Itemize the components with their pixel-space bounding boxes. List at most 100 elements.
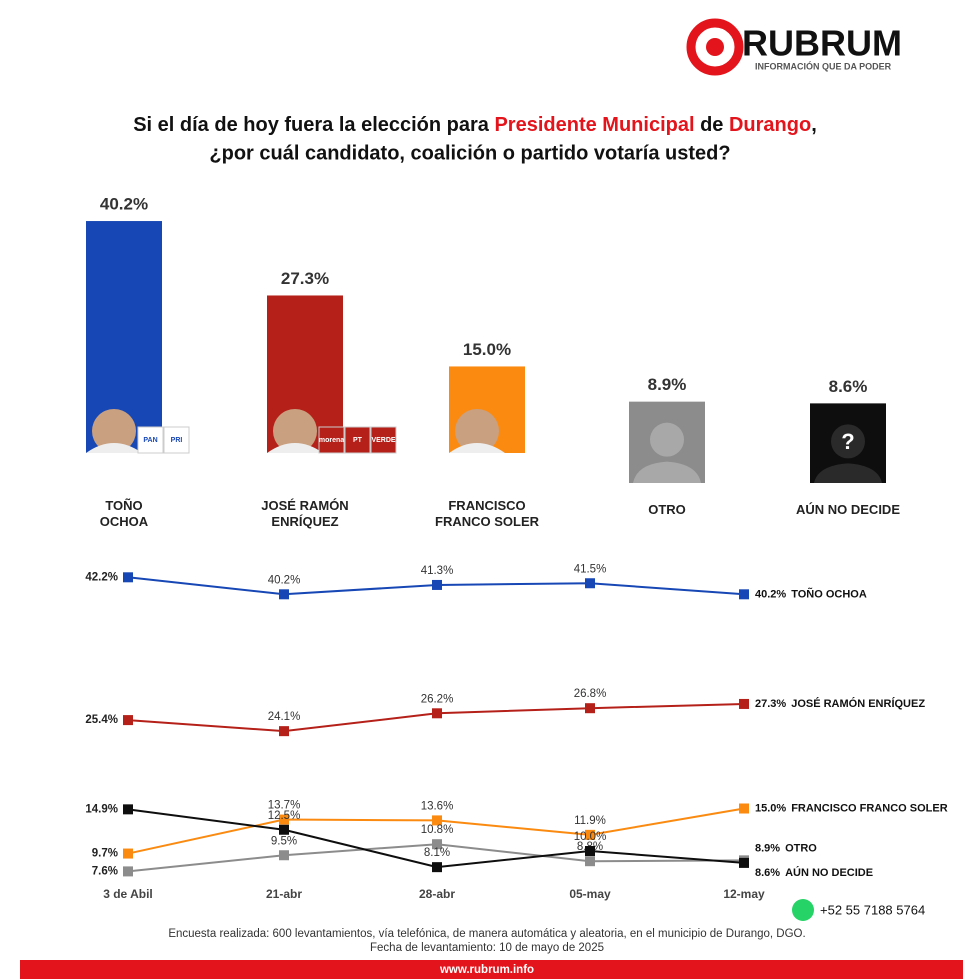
candidate-body (267, 443, 323, 453)
logo-dot (706, 38, 724, 56)
value-label: 8.6% (829, 377, 868, 396)
candidate-photo (455, 409, 499, 453)
value-label: 7.6% (92, 865, 118, 877)
point (123, 572, 133, 583)
value-label: 25.4% (85, 714, 118, 726)
value-label: 15.0% (463, 340, 511, 359)
party-name: PAN (143, 437, 157, 444)
title-part: Presidente Municipal (494, 114, 694, 136)
value-label: 40.2% (755, 588, 786, 600)
question-mark: ? (841, 429, 854, 454)
end-label: 27.3% JOSÉ RAMÓN ENRÍQUEZ (755, 697, 925, 710)
phone: +52 55 7188 5764 (820, 902, 925, 917)
point (739, 857, 749, 868)
value-label: 26.2% (421, 693, 454, 705)
point (123, 866, 133, 877)
category-label: OTRO (648, 502, 686, 517)
point (279, 850, 289, 861)
silhouette-head (831, 424, 865, 459)
point (279, 824, 289, 835)
value-label: 40.2% (268, 574, 301, 586)
legend-label: OTRO (785, 842, 817, 854)
party-logo (318, 426, 345, 454)
footer-bar (20, 960, 963, 979)
point (432, 708, 442, 719)
whatsapp-icon (792, 899, 814, 921)
end-label: 40.2% TOÑO OCHOA (755, 587, 867, 600)
value-label: 8.9% (755, 842, 780, 854)
value-label: 10.8% (421, 824, 454, 836)
value-label: 27.3% (281, 269, 329, 288)
point (585, 578, 595, 589)
point (585, 829, 595, 840)
value-label: 26.8% (574, 688, 607, 700)
value-label: 42.2% (85, 571, 118, 583)
title-part: Durango (729, 114, 811, 136)
point (585, 703, 595, 714)
note: Encuesta realizada: 600 levantamientos, … (168, 928, 805, 940)
party-name: PT (353, 437, 363, 444)
point (123, 715, 133, 726)
value-label: 8.6% (755, 867, 780, 879)
note: Fecha de levantamiento: 10 de mayo de 20… (370, 942, 604, 954)
party-name: VERDE (371, 437, 395, 444)
point (739, 803, 749, 814)
value-label: 14.9% (85, 803, 118, 815)
value-label: 11.9% (574, 815, 606, 827)
point (739, 698, 749, 709)
value-label: 13.6% (421, 800, 454, 812)
legend-label: JOSÉ RAMÓN ENRÍQUEZ (791, 697, 925, 710)
point (279, 726, 289, 737)
category-label: JOSÉ RAMÓN ENRÍQUEZ (261, 498, 349, 529)
point (585, 856, 595, 867)
party-logo (137, 426, 164, 454)
end-label: 8.9% OTRO (755, 842, 817, 854)
point (432, 839, 442, 850)
value-label: 8.1% (424, 847, 450, 859)
point (432, 579, 442, 590)
legend-label: FRANCISCO FRANCO SOLER (791, 802, 948, 814)
point (432, 815, 442, 826)
point (432, 862, 442, 873)
x-tick-label: 12-may (723, 887, 765, 901)
silhouette-body (814, 463, 882, 483)
value-label: 13.7% (268, 800, 301, 812)
end-label: 15.0% FRANCISCO FRANCO SOLER (755, 802, 948, 814)
title-part: de (695, 114, 729, 136)
tagline: INFORMACIÓN QUE DA PODER (755, 60, 892, 71)
candidate-body (86, 443, 142, 453)
candidate-body (449, 443, 505, 453)
party-logo (163, 426, 190, 454)
category-label: TOÑO OCHOA (99, 498, 149, 529)
value-label: 40.2% (100, 195, 148, 214)
category-label: AÚN NO DECIDE (795, 502, 900, 517)
x-tick-label: 3 de Abil (103, 887, 153, 901)
value-label: 24.1% (268, 711, 301, 723)
title: ¿por cuál candidato, coalición o partido… (209, 142, 730, 164)
silhouette-body (633, 461, 701, 483)
value-label: 9.5% (271, 835, 297, 847)
party-name: PRI (171, 437, 183, 444)
logo: RUBRUM (742, 23, 902, 64)
party-logo (344, 426, 371, 454)
value-label: 8.9% (648, 375, 687, 394)
candidate-photo (92, 409, 136, 453)
point (585, 846, 595, 856)
value-label: 10.0% (574, 831, 607, 843)
value-label: 41.3% (421, 565, 454, 577)
point (739, 589, 749, 600)
silhouette-head (650, 422, 684, 457)
value-label: 27.3% (755, 698, 786, 710)
value-label: 9.7% (92, 848, 118, 860)
party-logo (370, 426, 397, 454)
value-label: 12.5% (268, 810, 301, 822)
end-label: 8.6% AÚN NO DECIDE (755, 866, 873, 879)
point (279, 589, 289, 600)
value-label: 15.0% (755, 802, 786, 814)
x-tick-label: 28-abr (419, 887, 455, 901)
legend-label: TOÑO OCHOA (791, 587, 867, 600)
point (123, 848, 133, 859)
x-tick-label: 21-abr (266, 887, 302, 901)
